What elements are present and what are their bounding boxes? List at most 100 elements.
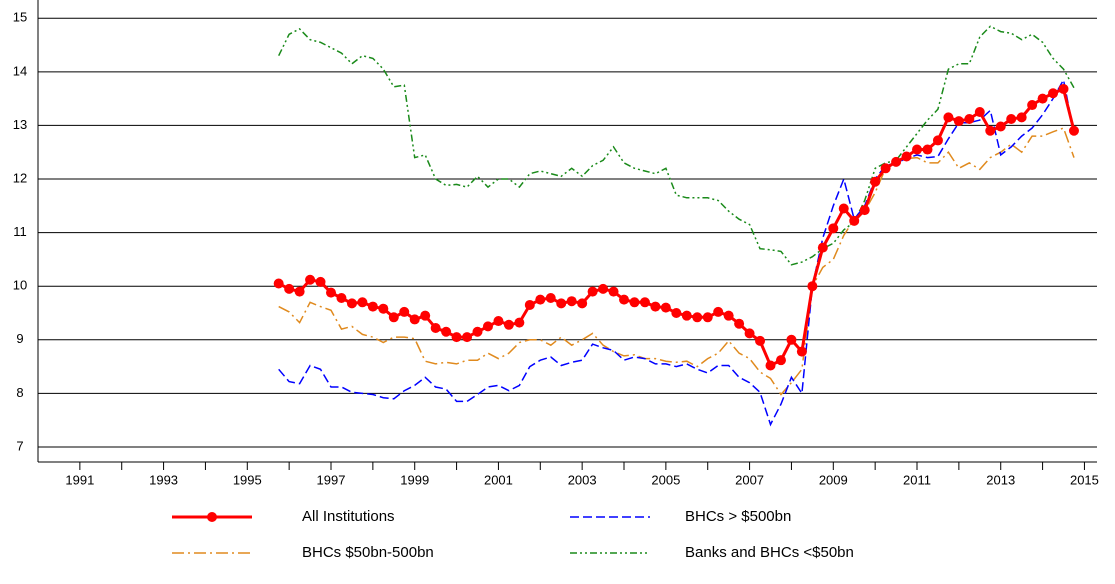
data-point	[535, 294, 546, 305]
data-point	[639, 297, 650, 308]
data-point	[755, 335, 766, 346]
data-point	[912, 144, 923, 155]
data-point	[828, 223, 839, 234]
data-point	[587, 286, 598, 297]
series-line	[278, 25, 1075, 266]
data-point	[608, 286, 619, 297]
data-point	[734, 318, 745, 329]
data-point	[713, 306, 724, 317]
data-point	[273, 278, 284, 289]
data-point	[1048, 88, 1059, 99]
y-tick-label: 14	[13, 63, 27, 78]
data-point	[430, 323, 441, 334]
legend-label: Banks and BHCs <$50bn	[685, 544, 854, 561]
data-point	[629, 297, 640, 308]
data-point	[598, 283, 609, 294]
data-point	[326, 287, 337, 298]
data-point	[765, 360, 776, 371]
x-tick-label: 2015	[1070, 472, 1099, 487]
x-tick-label: 1999	[400, 472, 429, 487]
data-point	[514, 317, 525, 328]
data-point	[775, 355, 786, 366]
data-point	[807, 281, 818, 292]
data-point	[420, 310, 431, 321]
data-point	[849, 215, 860, 226]
x-tick-label: 1997	[317, 472, 346, 487]
y-tick-label: 11	[13, 224, 27, 239]
x-tick-label: 2005	[651, 472, 680, 487]
data-point	[932, 135, 943, 146]
data-point	[472, 326, 483, 337]
data-point	[1027, 100, 1038, 111]
data-point	[566, 296, 577, 307]
data-point	[838, 203, 849, 214]
y-tick-label: 13	[13, 117, 27, 132]
data-point	[388, 312, 399, 323]
data-point	[336, 292, 347, 303]
data-point	[619, 294, 630, 305]
data-point	[577, 298, 588, 309]
data-point	[723, 310, 734, 321]
data-point	[901, 151, 912, 162]
legend: All Institutions BHCs > $500bn BHCs $50bn-…	[172, 508, 854, 561]
data-point	[1037, 93, 1048, 104]
data-point	[1068, 125, 1079, 136]
data-point	[367, 301, 378, 312]
x-tick-label: 1991	[65, 472, 94, 487]
data-point	[943, 112, 954, 123]
data-point	[786, 334, 797, 345]
data-point	[891, 156, 902, 167]
data-point	[870, 176, 881, 187]
data-point	[985, 125, 996, 136]
y-tick-label: 12	[13, 170, 27, 185]
legend-label: BHCs > $500bn	[685, 508, 791, 525]
data-point	[462, 332, 473, 343]
y-tick-label: 9	[16, 331, 23, 346]
data-point	[305, 274, 316, 285]
data-point	[503, 319, 514, 330]
x-tick-label: 2001	[484, 472, 513, 487]
series-line	[278, 77, 1075, 427]
data-point	[1016, 112, 1027, 123]
x-tick-label: 1995	[233, 472, 262, 487]
data-point	[346, 298, 357, 309]
data-point	[671, 308, 682, 319]
data-point	[964, 113, 975, 124]
plot-area: 7 8 9 10 11 12 13 14 15 1991 1993 1995 1997 1999 2001 2…	[13, 0, 1099, 487]
y-tick-label: 15	[13, 10, 27, 25]
data-point	[995, 121, 1006, 132]
data-point	[524, 299, 535, 310]
data-point	[556, 298, 567, 309]
data-point	[796, 346, 807, 357]
data-point	[953, 116, 964, 127]
data-point	[1006, 113, 1017, 124]
x-tick-label: 2007	[735, 472, 764, 487]
data-point	[315, 276, 326, 287]
data-point	[922, 144, 933, 155]
data-point	[482, 321, 493, 332]
data-point	[681, 310, 692, 321]
data-point	[660, 302, 671, 313]
data-point	[294, 286, 305, 297]
y-tick-label: 10	[13, 278, 27, 293]
data-point	[284, 283, 295, 294]
y-tick-label: 7	[16, 438, 23, 453]
data-point	[1058, 83, 1069, 94]
x-tick-label: 1993	[149, 472, 178, 487]
data-point	[974, 107, 985, 118]
data-point	[817, 242, 828, 253]
data-point	[650, 301, 661, 312]
x-tick-label: 2009	[819, 472, 848, 487]
data-point	[357, 297, 368, 308]
legend-marker	[207, 512, 217, 522]
data-point	[409, 314, 420, 325]
data-point	[399, 306, 410, 317]
legend-label: BHCs $50bn-500bn	[302, 544, 434, 561]
y-tick-label: 8	[16, 385, 23, 400]
data-point	[880, 163, 891, 174]
x-tick-label: 2003	[568, 472, 597, 487]
legend-label: All Institutions	[302, 508, 395, 525]
data-point	[451, 332, 462, 343]
data-point	[545, 292, 556, 303]
